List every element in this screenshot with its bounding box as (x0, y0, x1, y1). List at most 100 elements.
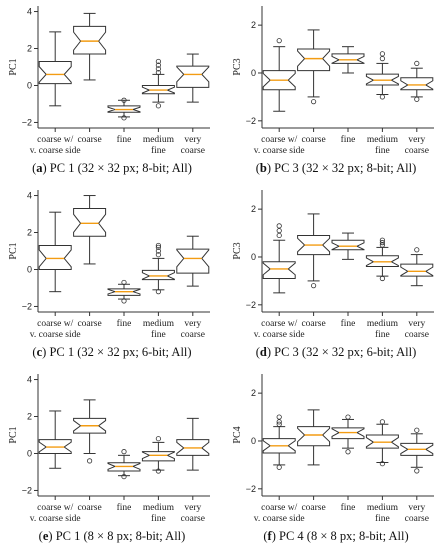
caption-text: PC 3 (32 × 32 px; 6-bit; All) (271, 345, 417, 359)
box-1 (297, 29, 331, 105)
caption-label: (b) (255, 161, 272, 175)
box-2 (107, 97, 141, 121)
box-body (331, 53, 365, 64)
caption-text: PC 1 (8 × 8 px; 8-bit; All) (52, 529, 186, 543)
y-tick-label: 2 (27, 44, 32, 54)
y-tick-label: −2 (22, 117, 32, 127)
x-tick-label: coarse w/v. coarse side (30, 503, 81, 524)
outlier-point (121, 473, 127, 480)
panel-caption: (d) PC 3 (32 × 32 px; 6-bit; All) (224, 345, 448, 363)
x-tick-label: coarse w/v. coarse side (30, 135, 81, 156)
outlier-point (155, 66, 161, 72)
box-4 (176, 417, 210, 471)
panel-caption: (a) PC 1 (32 × 32 px; 8-bit; All) (0, 161, 224, 179)
panel-caption: (b) PC 3 (32 × 32 px; 8-bit; All) (224, 161, 448, 179)
box-body (297, 426, 331, 447)
y-tick-label: 2 (251, 20, 256, 30)
outlier-point (155, 252, 161, 258)
y-tick-label: 0 (251, 252, 256, 262)
box-1 (73, 399, 107, 464)
box-2 (331, 46, 365, 74)
x-tick-label: medium fine (143, 319, 175, 340)
box-body (141, 269, 175, 281)
x-tick-label: coarse w/v. coarse side (254, 319, 305, 340)
outlier-point (276, 414, 282, 420)
y-axis-label: PC3 (232, 58, 243, 75)
box-0 (38, 211, 72, 293)
y-tick-label: 4 (27, 7, 32, 17)
outlier-point (155, 468, 161, 474)
box-4 (176, 53, 210, 103)
y-axis-label: PC1 (8, 242, 19, 259)
outlier-point (345, 449, 351, 455)
outlier-point (276, 228, 282, 234)
caption-text: PC 1 (32 × 32 px; 8-bit; All) (46, 161, 192, 175)
outlier-point (379, 237, 385, 243)
outlier-point (311, 99, 317, 105)
chart-panel: −2 0 2 PC4 coarse w/v. coarse side coarse fine… (224, 368, 448, 551)
y-axis-label: PC1 (8, 426, 19, 443)
outlier-point (414, 60, 420, 67)
outlier-point (276, 38, 282, 44)
outlier-point (121, 115, 127, 121)
box-body (176, 65, 210, 88)
box-body (176, 248, 210, 274)
x-tick-label: coarse (301, 503, 325, 513)
box-4 (400, 247, 434, 287)
x-tick-label: very coarse (405, 135, 429, 156)
outlier-point (414, 468, 420, 474)
box-2 (331, 232, 365, 260)
box-body (73, 25, 107, 55)
y-tick-label: −2 (246, 300, 256, 310)
outlier-point (155, 103, 161, 109)
y-tick-label: 0 (251, 68, 256, 78)
x-tick-label: fine (341, 502, 356, 513)
box-4 (400, 60, 434, 102)
outlier-point (155, 62, 161, 68)
x-tick-label: coarse w/v. coarse side (254, 503, 305, 524)
caption-text: PC 4 (8 × 8 px; 8-bit; All) (275, 529, 409, 543)
y-axis-label: PC3 (232, 242, 243, 259)
caption-text: PC 3 (32 × 32 px; 8-bit; All) (271, 161, 417, 175)
panel-caption: (e) PC 1 (8 × 8 px; 8-bit; All) (0, 529, 224, 547)
outlier-point (155, 244, 161, 250)
y-tick-label: 2 (27, 412, 32, 422)
box-3 (365, 51, 399, 100)
x-tick-label: medium fine (367, 135, 399, 156)
caption-label: (d) (255, 345, 272, 359)
outlier-point (414, 96, 420, 102)
x-tick-label: medium fine (143, 135, 175, 156)
box-body (400, 263, 434, 277)
x-tick-label: coarse (77, 319, 101, 329)
x-tick-label: fine (117, 318, 132, 329)
x-tick-label: fine (341, 134, 356, 145)
y-axis-label: PC1 (8, 58, 19, 75)
x-tick-label: very coarse (181, 503, 205, 524)
outlier-point (155, 58, 161, 65)
box-body (400, 77, 434, 91)
y-tick-label: 2 (251, 204, 256, 214)
y-tick-label: 0 (251, 436, 256, 446)
box-1 (73, 195, 107, 265)
caption-label: (a) (32, 161, 47, 175)
outlier-point (379, 56, 385, 62)
y-tick-label: −2 (246, 116, 256, 126)
chart-panel: −2 0 2 PC3 coarse w/v. coarse side coarse fine… (224, 184, 448, 367)
box-4 (400, 427, 434, 474)
x-tick-label: coarse w/v. coarse side (254, 135, 305, 156)
caption-label: (f) (263, 529, 276, 543)
outlier-point (414, 247, 420, 253)
box-0 (262, 223, 296, 294)
chart-panel: −2 0 2 4 PC1 coarse w/v. coarse side coarse fin… (0, 0, 224, 183)
box-2 (331, 414, 365, 455)
outlier-point (87, 458, 93, 464)
box-body (331, 239, 365, 251)
y-tick-label: 2 (27, 228, 32, 238)
outlier-point (121, 449, 127, 455)
box-4 (176, 235, 210, 287)
box-body (141, 451, 175, 462)
